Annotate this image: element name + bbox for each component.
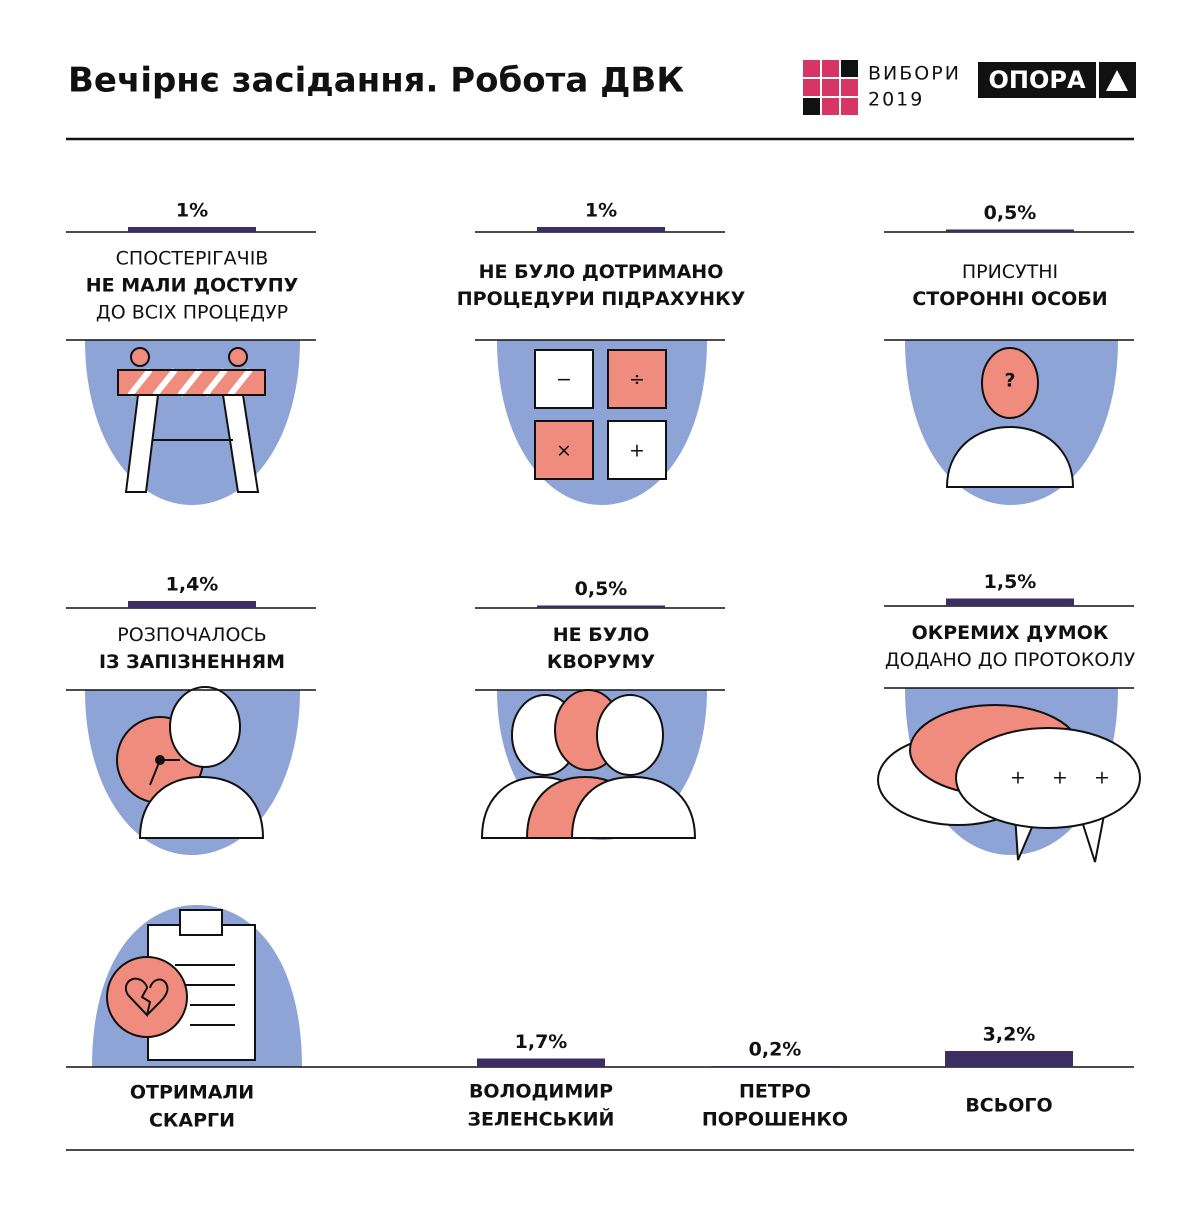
logo-text: ВИБОРИ (868, 63, 961, 85)
label: СКАРГИ (149, 1110, 235, 1132)
bar (537, 227, 665, 232)
svg-text:+: + (629, 440, 645, 462)
label: ІЗ ЗАПІЗНЕННЯМ (99, 651, 285, 673)
label: ПОРОШЕНКО (702, 1109, 848, 1131)
icon-stranger: ? (945, 347, 1075, 488)
svg-text:−: − (556, 369, 572, 391)
value-label: 1,7% (515, 1031, 568, 1053)
label: ЗЕЛЕНСЬКИЙ (468, 1108, 615, 1131)
label: ДО ВСІХ ПРОЦЕДУР (96, 302, 288, 324)
value-label: 1% (585, 200, 617, 222)
bar (946, 229, 1074, 232)
logo: ВИБОРИ 2019 ОПОРА (803, 60, 1136, 115)
svg-text:?: ? (1004, 370, 1015, 392)
title: Вечірнє засідання. Робота ДВК (68, 61, 684, 101)
value-label: 0,2% (749, 1039, 802, 1061)
svg-text:+: + (1094, 767, 1110, 789)
label: СТОРОННІ ОСОБИ (912, 288, 1107, 310)
icon-calculator: − ÷ × + (534, 349, 667, 480)
value-label: 1% (176, 200, 208, 222)
bar (537, 605, 665, 608)
bar (711, 1066, 839, 1067)
icon-complaints (106, 909, 256, 1061)
label: СПОСТЕРІГАЧІВ (116, 248, 269, 270)
value-label: 0,5% (984, 202, 1037, 224)
icon-opinions: + + + (877, 704, 1141, 863)
bar (945, 1051, 1073, 1067)
icon-late (116, 686, 265, 839)
label: ОКРЕМИХ ДУМОК (912, 622, 1109, 644)
svg-text:÷: ÷ (629, 369, 645, 391)
bar (946, 598, 1074, 606)
bar (477, 1058, 605, 1067)
label: НЕ БУЛО ДОТРИМАНО (479, 261, 724, 283)
value-label: 0,5% (575, 578, 628, 600)
label: ВСЬОГО (965, 1095, 1052, 1117)
label: ВОЛОДИМИР (469, 1081, 613, 1103)
logo-text: 2019 (868, 89, 924, 111)
value-label: 1,5% (984, 571, 1037, 593)
svg-text:×: × (556, 440, 572, 462)
value-label: 1,4% (166, 574, 219, 596)
icon-quorum (480, 689, 697, 839)
bar (128, 227, 256, 232)
value-label: 3,2% (983, 1024, 1036, 1046)
label: ОТРИМАЛИ (130, 1082, 254, 1104)
label: НЕ МАЛИ ДОСТУПУ (86, 275, 299, 297)
label: КВОРУМУ (547, 651, 656, 673)
label: ПРОЦЕДУРИ ПІДРАХУНКУ (457, 288, 746, 310)
svg-text:+: + (1010, 767, 1026, 789)
svg-text:+: + (1052, 767, 1068, 789)
brand: ОПОРА (988, 66, 1085, 94)
label: ПРИСУТНІ (962, 261, 1058, 283)
label: НЕ БУЛО (553, 624, 650, 646)
icon-barrier (117, 347, 266, 493)
label: РОЗПОЧАЛОСЬ (117, 624, 266, 646)
label: ПЕТРО (739, 1081, 811, 1103)
label: ДОДАНО ДО ПРОТОКОЛУ (885, 649, 1136, 671)
bar (128, 601, 256, 608)
